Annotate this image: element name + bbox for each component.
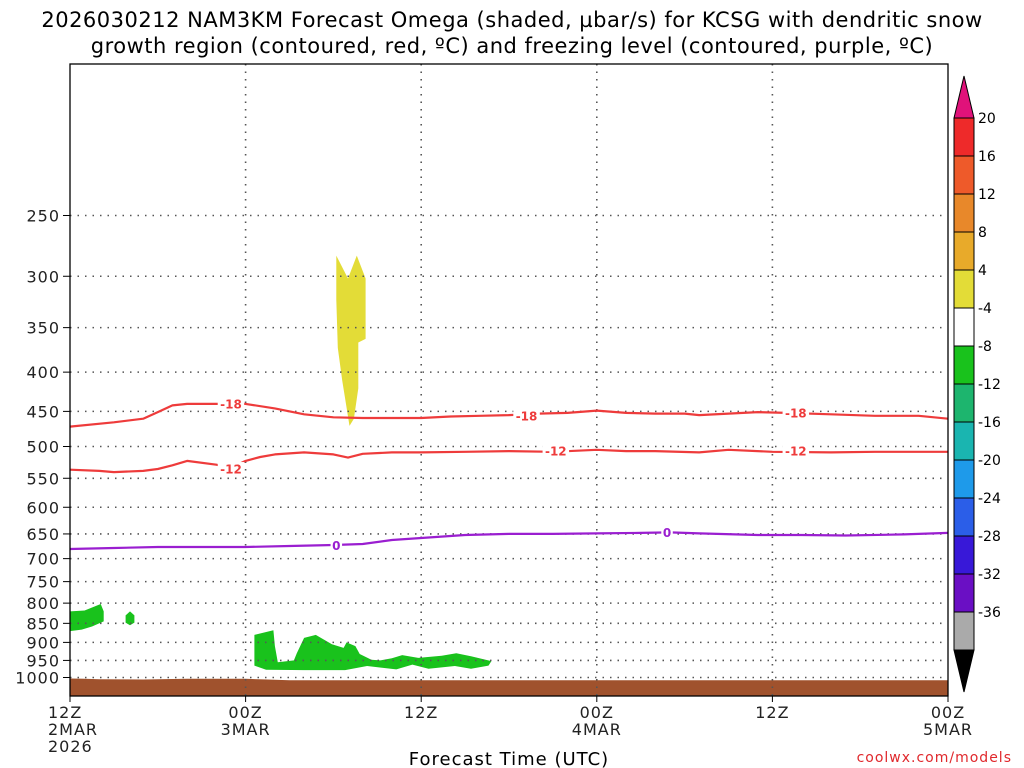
dgz-minus-18-label-bg-2 xyxy=(782,405,810,420)
freezing-level-0-line xyxy=(69,531,949,551)
colorbar-box-0 xyxy=(953,117,975,157)
y-tick-label-550: 550 xyxy=(26,469,60,488)
colorbar-box-5 xyxy=(953,307,975,347)
colorbar-top-arrow xyxy=(953,75,975,119)
title-line-2: growth region (contoured, red, ºC) and f… xyxy=(91,34,934,58)
y-tick-label-750: 750 xyxy=(26,573,60,592)
y-tick-label-300: 300 xyxy=(26,267,60,286)
colorbar-box-11 xyxy=(953,535,975,575)
y-tick-label-1000: 1000 xyxy=(15,669,60,688)
omega-upward-4to8-upper xyxy=(336,255,366,426)
chart-title: 2026030212 NAM3KM Forecast Omega (shaded… xyxy=(41,8,982,58)
dgz-minus-18-label-bg-0 xyxy=(217,396,245,411)
y-tick-label-400: 400 xyxy=(26,363,60,382)
plot-area: -18 -18 -18 -12 -12 -12 0 0 xyxy=(69,63,949,697)
colorbar-box-12 xyxy=(953,573,975,613)
title-line-1: 2026030212 NAM3KM Forecast Omega (shaded… xyxy=(41,8,982,32)
colorbar-box-2 xyxy=(953,193,975,233)
colorbar-label-3: 8 xyxy=(978,225,987,241)
dgz-minus-18-label-1: -18 xyxy=(516,409,538,423)
colorbar-box-3 xyxy=(953,231,975,271)
colorbar-label-5: -4 xyxy=(978,301,992,317)
y-tick-label-700: 700 xyxy=(26,550,60,569)
contour-layer: -18 -18 -18 -12 -12 -12 0 0 xyxy=(69,396,949,553)
grid-layer xyxy=(70,64,948,696)
dgz-minus-12-label-2: -12 xyxy=(785,445,807,459)
colorbar-label-2: 12 xyxy=(978,187,996,203)
colorbar-box-4 xyxy=(953,269,975,309)
x-tick-label-36-0: 00Z xyxy=(580,703,614,722)
freezing-level-0-label-0: 0 xyxy=(332,539,340,553)
terrain-layer xyxy=(70,678,948,696)
y-tick-label-650: 650 xyxy=(26,525,60,544)
y-axis: 2503003504004505005506006507007508008509… xyxy=(15,207,70,688)
dgz-minus-12-label-bg-2 xyxy=(782,444,810,459)
freezing-level-0-label-1: 0 xyxy=(663,526,671,540)
y-tick-label-350: 350 xyxy=(26,319,60,338)
omega-downward-minus4to8-low-left-a xyxy=(70,604,104,632)
x-tick-label-0-0: 12Z xyxy=(48,703,82,722)
colorbar-box-8 xyxy=(953,421,975,461)
x-tick-label-12-1: 3MAR xyxy=(221,720,271,739)
dgz-minus-18-label-0: -18 xyxy=(220,397,242,411)
colorbar-label-10: -24 xyxy=(978,491,1001,507)
x-tick-label-24-0: 12Z xyxy=(404,703,438,722)
colorbar-box-last xyxy=(953,611,975,651)
colorbar-label-0: 20 xyxy=(978,111,996,127)
y-tick-label-900: 900 xyxy=(26,633,60,652)
colorbar-label-12: -32 xyxy=(978,567,1001,583)
colorbar-label-9: -20 xyxy=(978,453,1001,469)
y-tick-label-450: 450 xyxy=(26,402,60,421)
colorbar-box-7 xyxy=(953,383,975,423)
plot-frame xyxy=(69,63,949,697)
colorbar-label-1: 16 xyxy=(978,149,996,165)
y-tick-label-800: 800 xyxy=(26,594,60,613)
credit-text: coolwx.com/models xyxy=(857,750,1012,766)
colorbar-label-8: -16 xyxy=(978,415,1001,431)
x-tick-label-0-2: 2026 xyxy=(48,737,93,756)
x-tick-label-0-1: 2MAR xyxy=(48,720,98,739)
omega-shading-layer xyxy=(70,255,492,671)
dgz-minus-12-label-bg-1 xyxy=(542,444,570,459)
y-tick-label-500: 500 xyxy=(26,438,60,457)
colorbar-label-13: -36 xyxy=(978,605,1001,621)
y-tick-label-250: 250 xyxy=(26,207,60,226)
x-tick-label-12-0: 00Z xyxy=(228,703,262,722)
colorbar-label-6: -8 xyxy=(978,339,992,355)
dgz-minus-18-label-bg-1 xyxy=(513,408,540,423)
dgz-minus-12-label-bg-0 xyxy=(217,462,245,477)
y-tick-label-850: 850 xyxy=(26,614,60,633)
colorbar-label-4: 4 xyxy=(978,263,987,279)
colorbar: 20 16 12 8 4 -4 -8 -12 -16 -20 -24 -28 -32 -36 xyxy=(953,75,1001,693)
colorbar-box-10 xyxy=(953,497,975,537)
colorbar-box-1 xyxy=(953,155,975,195)
colorbar-box-6 xyxy=(953,345,975,385)
freezing-level-0-label-bg-0 xyxy=(330,538,343,553)
y-tick-label-950: 950 xyxy=(26,651,60,670)
terrain-below-ground xyxy=(70,678,948,696)
freezing-level-0-label-bg-1 xyxy=(661,525,673,540)
x-tick-label-48-0: 12Z xyxy=(755,703,789,722)
x-tick-label-36-1: 4MAR xyxy=(572,720,622,739)
plot-background xyxy=(70,64,948,696)
dgz-minus-12-line xyxy=(69,448,948,474)
dgz-minus-12-label-1: -12 xyxy=(545,445,567,459)
dgz-minus-12-label-0: -12 xyxy=(220,463,242,477)
omega-downward-minus4to8-low-main xyxy=(254,630,492,671)
colorbar-label-11: -28 xyxy=(978,529,1001,545)
colorbar-box-9 xyxy=(953,459,975,499)
dgz-minus-18-label-2: -18 xyxy=(785,406,807,420)
colorbar-label-7: -12 xyxy=(978,377,1001,393)
y-tick-label-600: 600 xyxy=(26,498,60,517)
omega-downward-minus4to8-low-left-b xyxy=(125,611,135,626)
x-tick-label-60-0: 00Z xyxy=(931,703,965,722)
x-axis-title: Forecast Time (UTC) xyxy=(409,749,609,768)
x-tick-label-60-1: 5MAR xyxy=(923,720,973,739)
colorbar-bottom-arrow xyxy=(953,649,975,693)
dgz-minus-18-line xyxy=(69,402,949,428)
